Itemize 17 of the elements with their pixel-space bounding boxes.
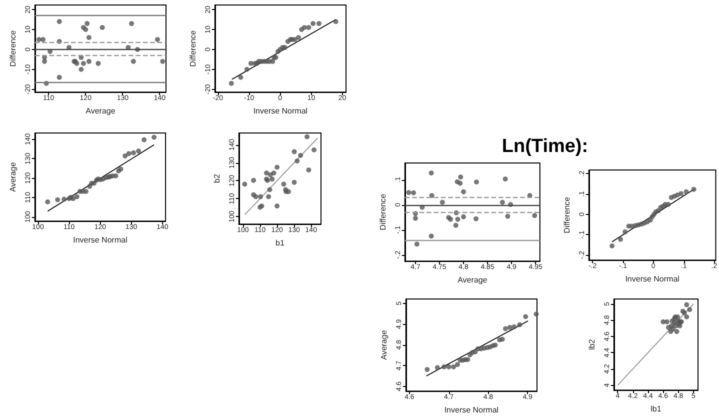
text: Ln(Time):: [500, 135, 590, 159]
y-axis-title: lb2: [588, 338, 596, 350]
y-axis-title: Average: [380, 330, 388, 360]
x-axis-title: Inverse Normal: [73, 236, 128, 244]
x-axis-title: Inverse Normal: [253, 106, 308, 116]
y-axis-title: Average: [8, 162, 18, 192]
y-axis-title: b2: [212, 174, 222, 184]
x-axis-title: Inverse Normal: [625, 274, 680, 284]
x-axis-title: Inverse Normal: [444, 406, 499, 414]
x-axis-title: b1: [275, 238, 285, 248]
x-axis-title: lb1: [650, 404, 662, 414]
y-axis-title: Difference: [188, 30, 198, 67]
x-axis-title: Average: [86, 106, 116, 116]
x-axis-title: Average: [458, 276, 488, 284]
y-axis-title: Difference: [378, 193, 388, 230]
y-axis-title: Difference: [8, 30, 18, 67]
y-axis-title: Difference: [562, 196, 572, 234]
